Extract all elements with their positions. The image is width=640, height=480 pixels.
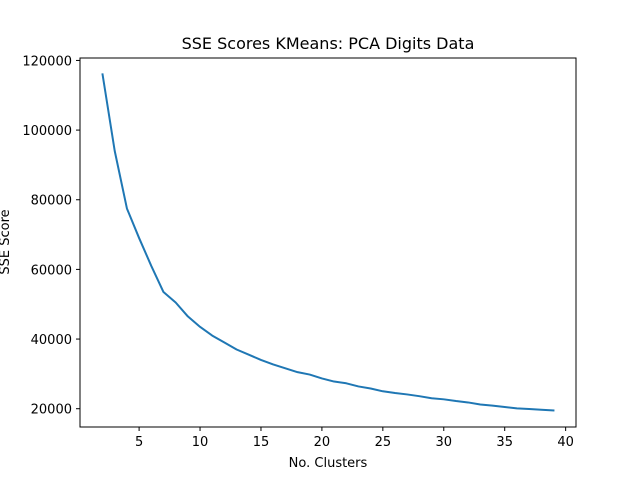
x-tick-label: 5 — [135, 435, 143, 450]
series-line-0 — [101, 73, 555, 412]
y-tick-label: 100000 — [22, 124, 72, 139]
plot-area — [101, 73, 555, 412]
x-axis-label: No. Clusters — [289, 456, 368, 471]
x-axis: 5 10 15 20 25 30 35 40 — [135, 427, 574, 450]
x-tick-label: 10 — [192, 435, 209, 450]
chart-title: SSE Scores KMeans: PCA Digits Data — [182, 34, 475, 53]
y-axis-label: SSE Score — [0, 209, 13, 274]
y-tick-label: 20000 — [31, 403, 72, 418]
x-tick-label: 20 — [314, 435, 331, 450]
x-tick-label: 30 — [436, 435, 453, 450]
x-tick-label: 15 — [253, 435, 270, 450]
x-tick-label: 40 — [557, 435, 574, 450]
y-tick-label: 120000 — [22, 54, 72, 69]
y-tick-label: 60000 — [31, 263, 72, 278]
plot-frame — [79, 57, 577, 428]
y-tick-label: 80000 — [31, 194, 72, 209]
y-tick-label: 40000 — [31, 333, 72, 348]
x-tick-label: 35 — [496, 435, 513, 450]
x-tick-label: 25 — [375, 435, 392, 450]
y-axis: 20000 40000 60000 80000 100000 120000 — [22, 54, 80, 418]
